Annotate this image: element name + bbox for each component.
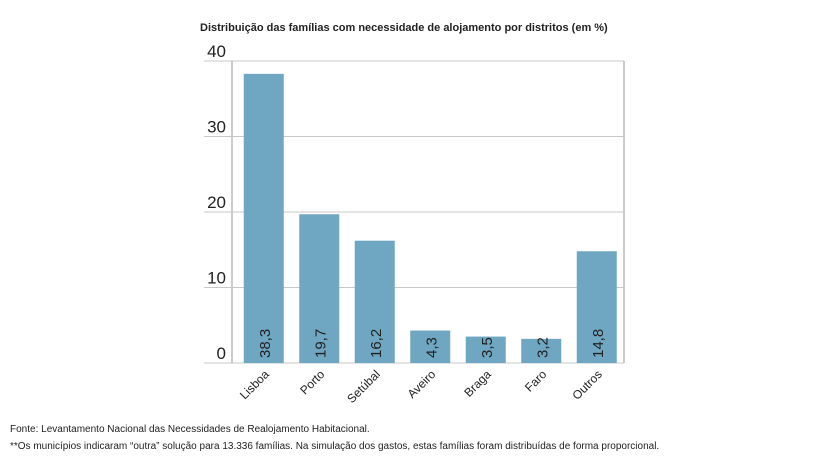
value-label: 14,8 — [590, 329, 607, 358]
x-tick-label: Lisboa — [237, 367, 272, 402]
value-label: 19,7 — [312, 329, 329, 358]
bar — [299, 214, 340, 363]
bar — [243, 73, 284, 364]
bar — [354, 240, 395, 363]
value-label: 3,2 — [534, 337, 551, 358]
y-tick-label: 20 — [207, 193, 226, 212]
value-label: 4,3 — [423, 337, 440, 358]
source-note: Fonte: Levantamento Nacional das Necessi… — [10, 424, 370, 435]
bar — [410, 330, 451, 363]
bar — [465, 336, 506, 363]
x-tick-label: Porto — [297, 367, 327, 397]
x-tick-label: Aveiro — [405, 367, 439, 401]
footnote: **Os municípios indicaram “outra” soluçã… — [10, 441, 659, 452]
x-tick-label: Braga — [461, 367, 494, 400]
bar — [576, 251, 617, 363]
x-tick-label: Faro — [522, 367, 550, 395]
x-tick-label: Outros — [570, 367, 605, 402]
bar — [521, 338, 562, 363]
chart-title: Distribuição das famílias com necessidad… — [200, 22, 608, 34]
y-tick-label: 30 — [207, 118, 226, 137]
y-tick-label: 10 — [207, 269, 226, 288]
y-tick-label: 40 — [207, 42, 226, 61]
x-tick-label: Setúbal — [344, 367, 383, 406]
value-label: 3,5 — [479, 337, 496, 358]
value-label: 16,2 — [368, 329, 385, 358]
value-label: 38,3 — [257, 329, 274, 358]
y-tick-label: 0 — [217, 344, 226, 363]
